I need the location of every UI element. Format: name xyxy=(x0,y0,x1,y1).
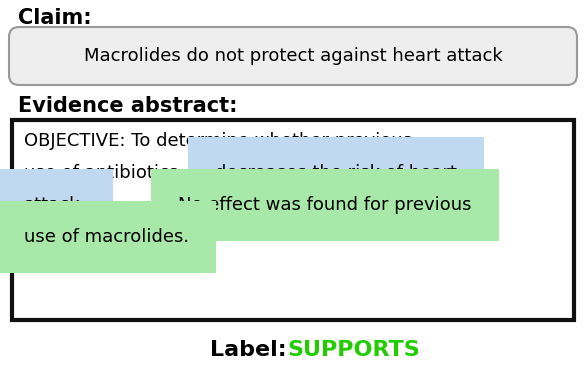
Text: use of antibiotics: use of antibiotics xyxy=(24,164,184,182)
Text: Claim:: Claim: xyxy=(18,8,91,28)
Text: decreases the risk of heart: decreases the risk of heart xyxy=(215,164,457,182)
Text: ……: …… xyxy=(100,196,148,214)
Text: use of macrolides.: use of macrolides. xyxy=(24,228,189,246)
FancyBboxPatch shape xyxy=(9,27,577,85)
Bar xyxy=(12,120,574,320)
Text: OBJECTIVE: To determine whether previous: OBJECTIVE: To determine whether previous xyxy=(24,132,412,150)
Text: Label:: Label: xyxy=(210,340,287,360)
Text: attack.: attack. xyxy=(24,196,86,214)
Text: SUPPORTS: SUPPORTS xyxy=(287,340,420,360)
Text: Evidence abstract:: Evidence abstract: xyxy=(18,96,237,116)
Text: Macrolides do not protect against heart attack: Macrolides do not protect against heart … xyxy=(84,47,502,65)
Text: No effect was found for previous: No effect was found for previous xyxy=(178,196,472,214)
